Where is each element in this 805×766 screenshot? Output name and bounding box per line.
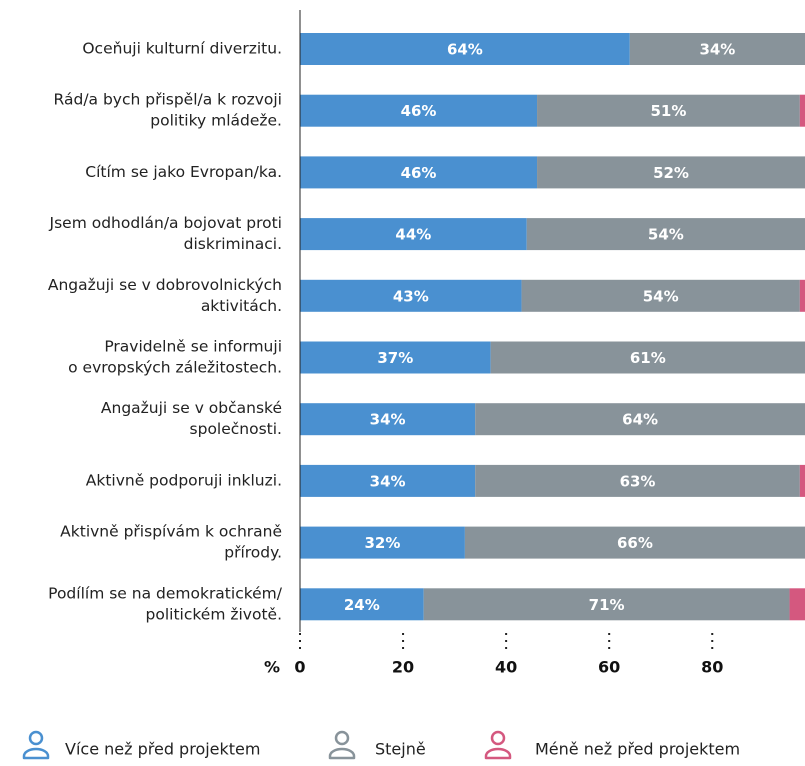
bar-segment — [629, 33, 805, 65]
category-label: Aktivně podporuji inkluzi. — [86, 471, 282, 489]
legend-icon — [484, 730, 512, 760]
bar-segment — [521, 279, 800, 312]
legend-label: Více než před projektem — [65, 740, 260, 759]
value-label: 46% — [401, 102, 437, 120]
x-tick-label: 80 — [701, 658, 723, 677]
bar-segment — [789, 588, 805, 621]
legend-icon-body — [484, 747, 512, 760]
value-label: 43% — [393, 287, 429, 305]
bar-segment — [300, 218, 527, 251]
bar-segment — [300, 341, 491, 374]
value-label: 61% — [630, 349, 666, 367]
value-label: 54% — [643, 287, 679, 305]
bar-segment — [799, 94, 805, 127]
value-label: 34% — [699, 41, 735, 59]
category-label: Angažuji se v dobrovolnických — [48, 276, 282, 294]
category-label: společnosti. — [190, 420, 282, 438]
legend-icon-head — [490, 730, 506, 746]
bar-segment — [300, 403, 476, 436]
value-label: 32% — [364, 534, 400, 552]
value-label: 37% — [377, 349, 413, 367]
value-label: 64% — [447, 41, 483, 59]
bar-segment — [475, 403, 805, 436]
bar-segment — [799, 464, 805, 497]
bar-segment — [423, 588, 790, 621]
value-label: 52% — [653, 164, 689, 182]
bar-segment — [490, 341, 805, 374]
legend-icon — [328, 730, 356, 760]
value-label: 51% — [650, 102, 686, 120]
category-label: politickém životě. — [146, 605, 282, 623]
bar-segment — [300, 526, 465, 559]
value-label: 64% — [622, 411, 658, 429]
bar-segment — [799, 279, 805, 312]
legend-label: Méně než před projektem — [535, 740, 740, 759]
x-axis-label: % — [264, 658, 280, 677]
x-tick-label: 20 — [392, 658, 414, 677]
category-label: diskriminaci. — [184, 235, 282, 253]
value-label: 71% — [589, 596, 625, 614]
legend-icon-body — [328, 747, 356, 760]
category-label: přírody. — [224, 544, 282, 562]
bar-segment — [537, 156, 805, 189]
legend-icon — [22, 730, 50, 760]
bar-segment — [475, 464, 800, 497]
legend-icon-head — [334, 730, 350, 746]
category-label: aktivitách. — [201, 297, 282, 315]
value-label: 44% — [395, 226, 431, 244]
legend-icon-head — [28, 730, 44, 746]
bar-segment — [300, 588, 424, 621]
legend-label: Stejně — [375, 740, 426, 759]
legend-icon-body — [22, 747, 50, 760]
value-label: 34% — [370, 411, 406, 429]
value-label: 24% — [344, 596, 380, 614]
bar-segment — [300, 33, 630, 65]
bars — [300, 33, 805, 621]
value-label: 54% — [648, 226, 684, 244]
bar-segment — [537, 94, 800, 127]
bar-segment — [464, 526, 805, 559]
category-label: Podílím se na demokratickém/ — [48, 584, 283, 602]
bar-segment — [526, 218, 805, 251]
category-label: politiky mládeže. — [150, 112, 282, 130]
bar-segment — [300, 94, 538, 127]
category-label: Angažuji se v občanské — [101, 399, 282, 417]
value-label: 34% — [370, 472, 406, 490]
bar-segment — [300, 279, 522, 312]
value-label: 46% — [401, 164, 437, 182]
category-label: Pravidelně se informuji — [104, 338, 282, 356]
value-label: 63% — [620, 472, 656, 490]
category-label: Rád/a bych přispěl/a k rozvoji — [54, 91, 282, 109]
category-label: o evropských záležitostech. — [68, 359, 282, 377]
category-label: Cítím se jako Evropan/ka. — [85, 163, 282, 181]
bar-segment — [300, 156, 538, 189]
x-tick-label: 60 — [598, 658, 620, 677]
value-label: 66% — [617, 534, 653, 552]
x-tick-label: 0 — [294, 658, 305, 677]
category-label: Aktivně přispívám k ochraně — [60, 523, 282, 541]
bar-segment — [300, 464, 476, 497]
x-tick-label: 40 — [495, 658, 517, 677]
category-label: Oceňuji kulturní diverzitu. — [82, 40, 282, 58]
category-label: Jsem odhodlán/a bojovat proti — [49, 214, 282, 232]
